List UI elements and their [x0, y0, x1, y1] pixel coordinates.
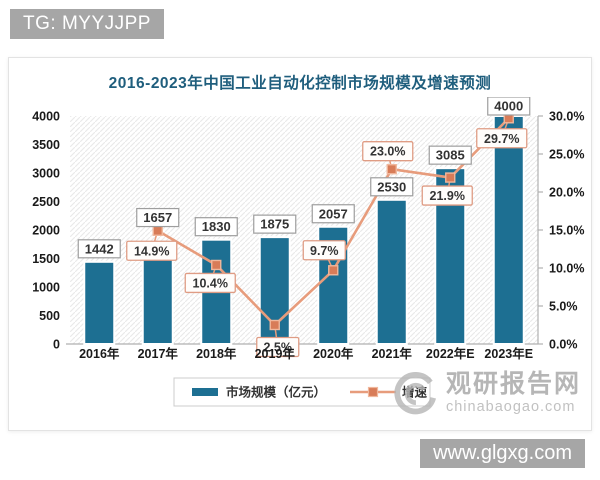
growth-line-marker: [269, 319, 280, 331]
y-axis-left-tick: 0: [53, 338, 60, 352]
bar-value-label: 4000: [494, 99, 523, 114]
y-axis-left-tick: 2500: [32, 195, 60, 209]
growth-rate-label: 14.9%: [134, 244, 169, 258]
y-axis-left-tick: 2000: [32, 224, 60, 238]
bar: [375, 198, 408, 346]
growth-line-marker: [152, 225, 163, 236]
growth-line-marker: [211, 259, 222, 271]
y-axis-right-tick: 30.0%: [549, 110, 584, 124]
bar-value-box: [487, 97, 531, 116]
x-axis-label: 2020年: [313, 346, 354, 361]
growth-rate-box: [421, 185, 473, 206]
x-axis-label: 2016年: [79, 346, 120, 361]
legend: 市场规模（亿元） 增速: [173, 377, 431, 407]
y-axis-left-tick: 3000: [32, 167, 60, 181]
chart-canvas: 0 500 1000 1500 2000 2500 3000 3500 4000 0.0% 5.0%…: [32, 97, 584, 407]
x-axis-labels: 2016年 2017年 2018年 2019年 2020年 2021年 2022年E 2023…: [79, 346, 533, 361]
chart-card: 2016-2023年中国工业自动化控制市场规模及增速预测 0 500 1000 150…: [8, 57, 592, 431]
bar-value-label: 1442: [85, 241, 114, 256]
growth-rate-labels: 14.9% 10.4% 2.5% 9.7% 23.0% 21.9% 29.7%: [126, 128, 528, 358]
growth-rate-label: 10.4%: [193, 276, 228, 290]
x-axis-label: 2023年E: [484, 346, 533, 361]
y-axis-right-tick: 10.0%: [549, 262, 584, 276]
bar-value-label: 1657: [143, 210, 172, 225]
bar-value-label: 2530: [377, 179, 406, 194]
y-axis-left-tick: 1000: [32, 281, 60, 295]
y-axis-right-tick: 20.0%: [549, 186, 584, 200]
growth-line-marker: [328, 265, 339, 276]
bar-value-labels: 1442 1657 1830 1875 2057 2530 3085 4000: [77, 97, 531, 259]
growth-rate-box: [476, 128, 528, 149]
bar-value-box: [311, 204, 355, 224]
bar: [141, 248, 174, 345]
x-axis-label: 2022年E: [426, 346, 475, 361]
bar: [83, 260, 116, 345]
growth-rate-label: 9.7%: [310, 244, 339, 258]
bar-value-box: [370, 177, 414, 197]
legend-bar-label: 市场规模（亿元）: [226, 385, 326, 400]
bar-value-label: 3085: [436, 148, 465, 163]
growth-rate-label: 2.5%: [264, 341, 293, 355]
bar-value-box: [136, 207, 180, 228]
y-axis-left-tick: 500: [39, 309, 60, 323]
growth-rate-box: [362, 141, 414, 162]
y-axis-left-tick: 3500: [32, 138, 60, 152]
bar: [492, 115, 525, 345]
y-axis-right-tick: 5.0%: [549, 300, 578, 314]
chart-title: 2016-2023年中国工业自动化控制市场规模及增速预测: [108, 75, 492, 92]
growth-rate-label: 23.0%: [370, 145, 405, 159]
bar-value-label: 1830: [202, 219, 231, 234]
x-axis-label: 2018年: [196, 346, 237, 361]
growth-line-marker: [386, 163, 397, 175]
y-axis-right: 0.0% 5.0% 10.0% 15.0% 20.0% 25.0% 30.0%: [537, 110, 584, 352]
website-badge: www.glgxg.com: [420, 439, 585, 468]
growth-rate-box: [126, 240, 178, 261]
y-axis-right-tick: 25.0%: [549, 148, 584, 162]
growth-rate-label: 29.7%: [484, 132, 519, 146]
bar-value-box: [428, 145, 472, 165]
growth-rate-box: [256, 336, 300, 358]
x-axis-label: 2019年: [255, 346, 296, 361]
bar-value-box: [194, 217, 238, 237]
y-axis-left-tick: 4000: [32, 110, 60, 124]
growth-rate-box: [302, 240, 346, 261]
telegram-badge: TG: MYYJJPP: [10, 9, 164, 39]
y-axis-left-tick: 1500: [32, 252, 60, 266]
legend-line-label: 增速: [402, 385, 428, 400]
growth-rate-label: 21.9%: [430, 189, 465, 203]
growth-rate-box: [184, 272, 236, 294]
legend-bar-swatch: [192, 388, 218, 396]
y-axis-right-tick: 15.0%: [549, 224, 584, 238]
bar-value-label: 2057: [319, 206, 348, 221]
x-axis-label: 2021年: [372, 346, 413, 361]
bar-value-box: [77, 239, 121, 259]
bar-value-box: [253, 214, 297, 234]
legend-line-marker: [367, 386, 379, 398]
y-axis-left: 0 500 1000 1500 2000 2500 3000 3500 4000: [32, 110, 60, 352]
growth-line-marker: [445, 172, 456, 183]
bar-value-label: 1875: [260, 217, 289, 232]
y-axis-right-tick: 0.0%: [549, 338, 578, 352]
x-axis-label: 2017年: [138, 346, 179, 361]
